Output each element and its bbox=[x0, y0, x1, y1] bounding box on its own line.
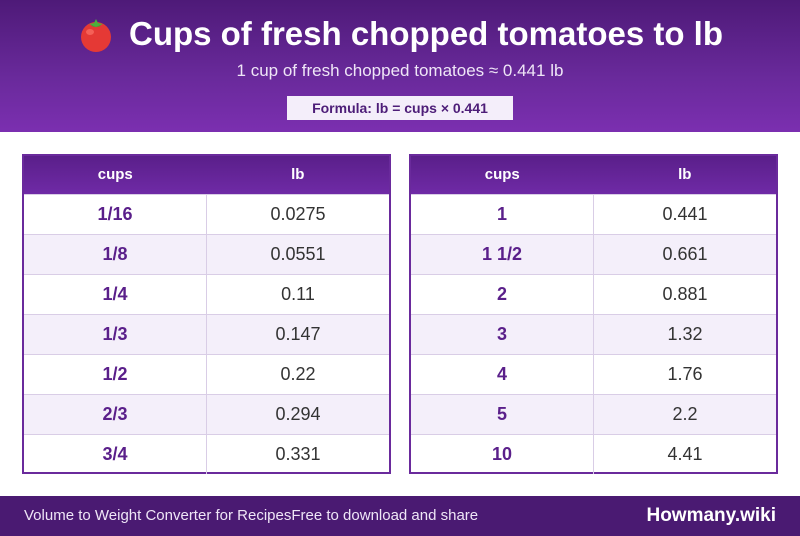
cell-lb: 0.22 bbox=[280, 364, 316, 384]
cell-lb: 0.0275 bbox=[270, 204, 326, 224]
cell-lb: 0.881 bbox=[662, 284, 708, 304]
column-header-lb: lb bbox=[291, 166, 305, 183]
cell-lb: 1.76 bbox=[667, 364, 703, 384]
column-header-lb: lb bbox=[678, 166, 692, 183]
table-row: 1 1/2 0.661 bbox=[411, 234, 776, 274]
cell-cups: 1/8 bbox=[24, 235, 207, 274]
page-subtitle: 1 cup of fresh chopped tomatoes ≈ 0.441 … bbox=[236, 61, 564, 80]
cell-cups: 2 bbox=[411, 275, 594, 314]
footer-tagline: Volume to Weight Converter for Recipes bbox=[24, 507, 292, 524]
cell-lb: 0.661 bbox=[662, 244, 708, 264]
table-row: 4 1.76 bbox=[411, 354, 776, 394]
tomato-icon bbox=[77, 15, 115, 53]
cell-lb: 0.147 bbox=[275, 324, 321, 344]
cell-cups: 1 bbox=[411, 195, 594, 234]
table-row: 1/2 0.22 bbox=[24, 354, 389, 394]
cell-lb: 4.41 bbox=[667, 444, 703, 464]
cell-cups: 1/16 bbox=[24, 195, 207, 234]
cell-cups: 4 bbox=[411, 355, 594, 394]
footer-description: Volume to Weight Converter for RecipesFr… bbox=[24, 496, 478, 536]
cell-cups: 1/3 bbox=[24, 315, 207, 354]
cell-cups: 10 bbox=[411, 435, 594, 474]
table-row: 1/8 0.0551 bbox=[24, 234, 389, 274]
cell-lb: 0.0551 bbox=[270, 244, 326, 264]
cell-lb: 0.294 bbox=[275, 404, 321, 424]
footer-subtagline: Free to download and share bbox=[291, 507, 479, 524]
cell-lb: 0.441 bbox=[662, 204, 708, 224]
brand-logo[interactable]: Howmany.wiki bbox=[646, 505, 776, 526]
table-row: 1/16 0.0275 bbox=[24, 194, 389, 234]
cell-cups: 2/3 bbox=[24, 395, 207, 434]
table-row: 3/4 0.331 bbox=[24, 434, 389, 474]
footer: Volume to Weight Converter for RecipesFr… bbox=[0, 496, 800, 536]
cell-lb: 0.11 bbox=[281, 284, 315, 304]
cell-lb: 1.32 bbox=[667, 324, 703, 344]
cell-cups: 3/4 bbox=[24, 435, 207, 474]
cell-cups: 5 bbox=[411, 395, 594, 434]
table-row: 2/3 0.294 bbox=[24, 394, 389, 434]
table-header: cups lb bbox=[24, 156, 389, 194]
column-header-cups: cups bbox=[484, 166, 520, 183]
header: Cups of fresh chopped tomatoes to lb 1 c… bbox=[0, 0, 800, 132]
table-row: 2 0.881 bbox=[411, 274, 776, 314]
table-row: 1 0.441 bbox=[411, 194, 776, 234]
title-row: Cups of fresh chopped tomatoes to lb bbox=[0, 14, 800, 54]
table-row: 1/3 0.147 bbox=[24, 314, 389, 354]
table-row: 3 1.32 bbox=[411, 314, 776, 354]
conversion-table-left: cups lb 1/16 0.0275 1/8 0.0551 1/4 0.11 … bbox=[22, 154, 391, 474]
cell-cups: 1 1/2 bbox=[411, 235, 594, 274]
cell-cups: 1/4 bbox=[24, 275, 207, 314]
cell-lb: 2.2 bbox=[672, 404, 698, 424]
column-header-cups: cups bbox=[97, 166, 133, 183]
cell-cups: 3 bbox=[411, 315, 594, 354]
cell-cups: 1/2 bbox=[24, 355, 207, 394]
formula-badge: Formula: lb = cups × 0.441 bbox=[287, 96, 513, 120]
table-row: 5 2.2 bbox=[411, 394, 776, 434]
cell-lb: 0.331 bbox=[275, 444, 321, 464]
table-row: 10 4.41 bbox=[411, 434, 776, 474]
page-title: Cups of fresh chopped tomatoes to lb bbox=[128, 15, 724, 52]
table-row: 1/4 0.11 bbox=[24, 274, 389, 314]
conversion-table-right: cups lb 1 0.441 1 1/2 0.661 2 0.881 3 1.… bbox=[409, 154, 778, 474]
table-header: cups lb bbox=[411, 156, 776, 194]
